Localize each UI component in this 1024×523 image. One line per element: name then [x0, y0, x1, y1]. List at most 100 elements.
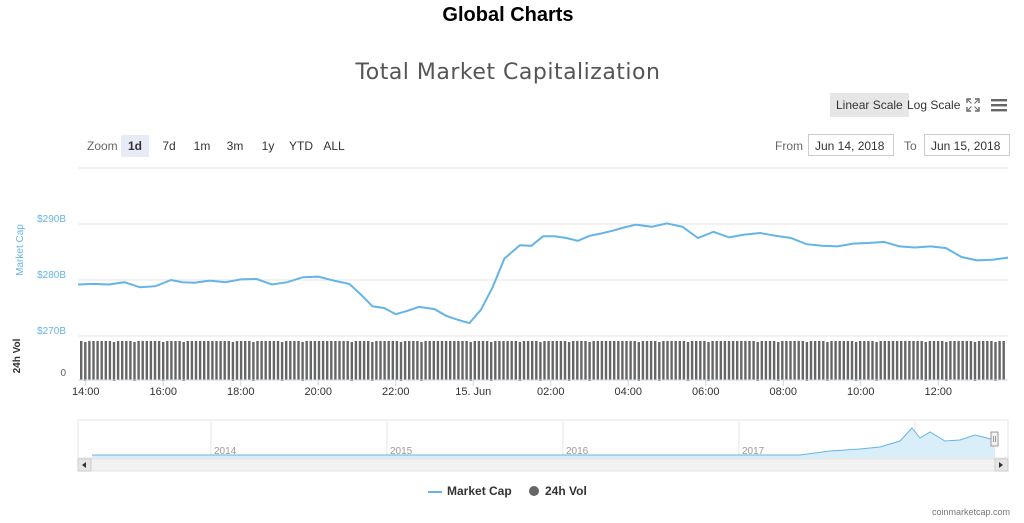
volume-bar: [395, 341, 399, 380]
volume-bar: [326, 341, 329, 380]
volume-bar: [461, 341, 464, 380]
zoom-7d-button[interactable]: 7d: [162, 139, 176, 153]
volume-bar: [244, 341, 247, 380]
navigator-frame: [77, 419, 1009, 459]
volume-bar: [842, 341, 845, 380]
linear-scale-button[interactable]: Linear Scale: [830, 93, 909, 117]
volume-bar: [215, 341, 218, 380]
volume-bar: [170, 341, 173, 380]
from-date-input[interactable]: Jun 14, 2018: [808, 134, 894, 156]
scrollbar-track[interactable]: [77, 458, 1009, 472]
volume-bar: [797, 341, 800, 380]
zoom-1y-button[interactable]: 1y: [261, 139, 275, 153]
volume-bar: [916, 341, 919, 380]
zoom-1m-button[interactable]: 1m: [193, 139, 211, 153]
scroll-right-button[interactable]: [994, 458, 1009, 472]
volume-bar: [297, 341, 300, 380]
volume-bar: [305, 341, 308, 380]
menu-icon[interactable]: [990, 97, 1008, 113]
volume-bar: [715, 341, 718, 380]
volume-bar: [580, 341, 583, 380]
volume-bar: [477, 341, 481, 380]
volume-bar: [793, 341, 796, 380]
log-scale-button[interactable]: Log Scale: [907, 98, 961, 112]
x-tick-label: 20:00: [304, 386, 332, 398]
volume-bar: [239, 341, 243, 380]
to-date-input[interactable]: Jun 15, 2018: [924, 134, 1010, 156]
volume-bar: [149, 341, 153, 380]
zoom-all-button[interactable]: ALL: [323, 139, 345, 153]
volume-bar: [883, 341, 886, 380]
volume-bar: [408, 341, 411, 380]
volume-bar: [871, 341, 874, 380]
volume-bar: [264, 341, 267, 380]
volume-bar: [695, 341, 698, 380]
volume-bar: [838, 341, 841, 380]
volume-bar: [399, 342, 403, 381]
volume-bar: [457, 341, 460, 380]
fullscreen-icon[interactable]: [966, 98, 980, 112]
volume-bar: [904, 341, 907, 380]
volume-bar: [563, 341, 567, 380]
volume-bar: [994, 342, 997, 381]
volume-bar: [875, 342, 878, 381]
volume-bar: [826, 342, 829, 381]
volume-bar: [982, 341, 985, 380]
volume-bar: [867, 341, 870, 380]
volume-bar: [141, 341, 144, 380]
volume-bar: [805, 342, 809, 381]
volume-bar: [818, 341, 821, 380]
volume-bar: [924, 342, 927, 381]
volume-bar: [690, 341, 694, 380]
volume-bar: [559, 341, 563, 380]
volume-bar: [153, 341, 157, 380]
zoom-1d-button[interactable]: 1d: [121, 135, 149, 157]
x-tick-label: 16:00: [149, 386, 177, 398]
volume-bar: [727, 341, 731, 380]
volume-bar: [301, 342, 304, 381]
volume-bar: [289, 341, 292, 380]
volume-bar: [207, 341, 210, 380]
credit-link[interactable]: coinmarketcap.com: [931, 507, 1010, 517]
legend-market-cap[interactable]: Market Cap: [447, 484, 512, 498]
volume-bar: [330, 341, 333, 380]
volume-bar: [412, 341, 415, 380]
volume-bar: [440, 341, 444, 380]
x-tick-label: 10:00: [847, 386, 875, 398]
volume-bar: [551, 341, 554, 380]
zoom-3m-button[interactable]: 3m: [226, 139, 244, 153]
volume-bar: [145, 341, 148, 380]
volume-bar: [121, 341, 124, 380]
volume-bar: [785, 341, 788, 380]
volume-bar: [576, 341, 579, 380]
volume-bar: [379, 341, 382, 380]
scroll-left-button[interactable]: [77, 458, 92, 472]
volume-bar: [80, 341, 83, 380]
volume-bar: [272, 341, 276, 380]
x-tick-label: 14:00: [72, 386, 100, 398]
volume-bar: [280, 342, 284, 381]
zoom-ytd-button[interactable]: YTD: [289, 139, 313, 153]
volume-bar: [268, 341, 271, 380]
volume-bar: [203, 341, 206, 380]
volume-bar: [162, 342, 165, 381]
volume-bar: [740, 341, 743, 380]
volume-bar: [112, 342, 116, 381]
volume-bar: [92, 341, 95, 380]
volume-bar: [998, 341, 1001, 380]
volume-bar: [535, 341, 538, 380]
volume-bar: [850, 341, 854, 380]
volume-bar: [198, 341, 202, 380]
navigator-handle[interactable]: [990, 431, 999, 447]
volume-bar: [420, 342, 423, 381]
volume-bar: [514, 341, 517, 380]
navigator-years: 2014 2015 2016 2017 2018: [210, 421, 941, 457]
volume-bar: [334, 341, 337, 380]
volume-bar: [863, 341, 866, 380]
volume-bar: [633, 341, 636, 380]
volume-bar: [260, 341, 263, 380]
volume-bar: [506, 341, 509, 380]
legend-volume[interactable]: 24h Vol: [545, 484, 587, 498]
volume-bar: [777, 342, 780, 381]
volume-bar: [543, 341, 546, 380]
